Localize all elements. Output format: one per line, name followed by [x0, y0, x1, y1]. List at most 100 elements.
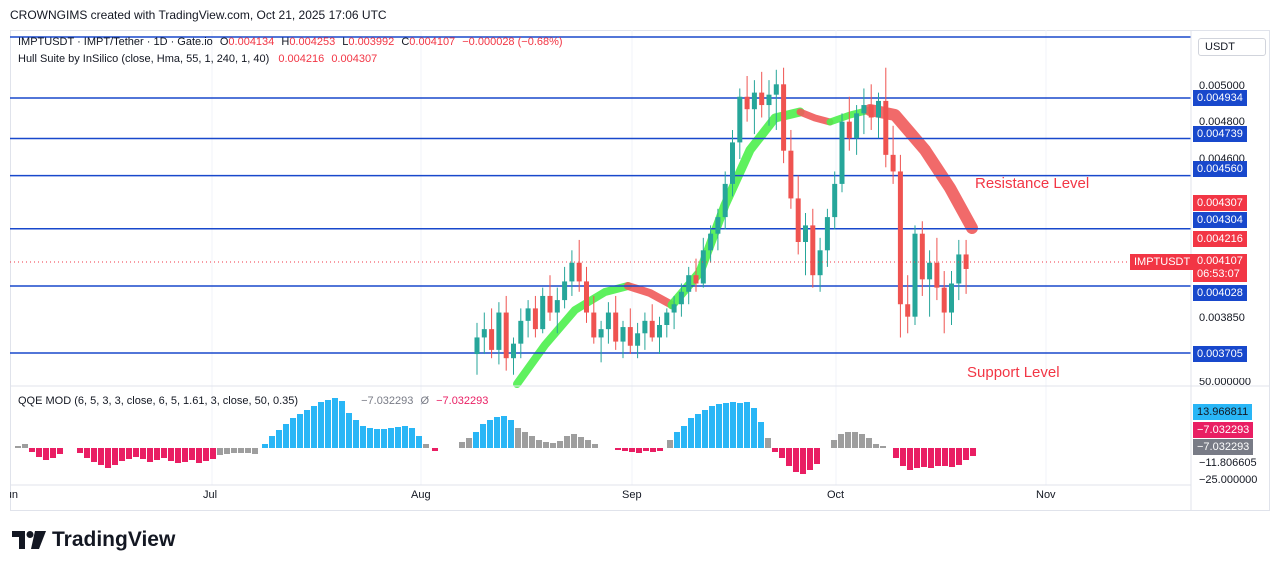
- open-value: 0.004134: [228, 36, 275, 48]
- low-value: 0.003992: [348, 36, 395, 48]
- qqe-bar-64: [501, 416, 507, 448]
- candle-body-42: [781, 84, 787, 151]
- currency-selector[interactable]: USDT: [1198, 38, 1266, 56]
- candle-body-6: [518, 320, 524, 344]
- candle-body-49: [832, 183, 838, 218]
- hull-title: Hull Suite by InSilico (close, Hma, 55, …: [18, 53, 270, 65]
- hull-band-2: [624, 282, 676, 309]
- candle-body-47: [817, 250, 823, 276]
- candle-body-25: [657, 324, 662, 338]
- qqe-bar-126: [970, 448, 976, 456]
- tradingview-logo[interactable]: TradingView: [12, 528, 175, 552]
- qqe-bar-40: [311, 406, 317, 448]
- candle-body-9: [540, 295, 546, 330]
- qqe-bar-37: [290, 418, 296, 448]
- qqe-bar-22: [182, 448, 188, 462]
- qqe-bar-121: [935, 448, 941, 466]
- qqe-bar-4: [43, 448, 49, 460]
- candle-body-7: [525, 308, 531, 321]
- qqe-bar-28: [224, 448, 230, 454]
- qqe-bar-0: [15, 446, 21, 448]
- candle-body-13: [569, 262, 575, 282]
- qqe-bar-39: [304, 410, 310, 448]
- qqe-bar-52: [395, 427, 401, 448]
- qqe-bar-79: [622, 448, 628, 451]
- qqe-bar-108: [838, 434, 844, 448]
- qqe-bar-58: [459, 442, 465, 448]
- qqe-bar-91: [709, 406, 715, 448]
- candle-body-59: [905, 304, 911, 317]
- qqe-bar-89: [695, 414, 701, 448]
- hull-value-2: 0.004307: [331, 53, 378, 65]
- qqe-bar-36: [283, 424, 289, 448]
- candle-body-21: [627, 327, 633, 346]
- qqe-bar-71: [550, 443, 556, 448]
- qqe-bar-81: [636, 448, 642, 453]
- candle-body-63: [934, 262, 940, 288]
- qqe-bar-110: [852, 432, 858, 448]
- qqe-bar-123: [949, 448, 955, 467]
- qqe-bar-17: [147, 448, 153, 462]
- qqe-bar-112: [866, 438, 872, 448]
- hull-band-1: [513, 282, 632, 388]
- qqe-bar-66: [515, 428, 521, 448]
- qqe-bar-15: [133, 448, 139, 457]
- symbol-legend: IMPTUSDT · IMPT/Tether · 1D · Gate.io O0…: [18, 36, 563, 48]
- candle-body-15: [584, 281, 589, 313]
- level-tag-4: 0.004028: [1193, 285, 1247, 301]
- qqe-bar-63: [494, 417, 500, 448]
- low-label: L: [342, 36, 349, 48]
- x-label-nov: Nov: [1036, 489, 1056, 501]
- candle-body-52: [854, 113, 860, 139]
- qqe-axis-label-4: −11.806605: [1199, 457, 1257, 469]
- candle-body-34: [722, 183, 728, 218]
- qqe-bar-43: [332, 398, 338, 448]
- candle-body-60: [912, 233, 918, 317]
- candle-body-2: [489, 329, 495, 350]
- qqe-bar-109: [845, 432, 851, 448]
- candle-body-37: [744, 96, 750, 110]
- qqe-bar-100: [772, 448, 778, 452]
- qqe-bar-74: [571, 434, 577, 448]
- level-tag-3: 0.004304: [1193, 212, 1247, 228]
- qqe-bar-30: [238, 448, 244, 453]
- qqe-bar-98: [758, 422, 764, 448]
- qqe-bar-73: [564, 436, 570, 448]
- qqe-bar-35: [276, 430, 282, 448]
- qqe-bar-83: [650, 448, 656, 452]
- level-tag-1: 0.004739: [1193, 126, 1247, 142]
- resistance-annotation: Resistance Level: [975, 175, 1090, 192]
- candle-body-11: [554, 300, 560, 313]
- qqe-bar-45: [346, 413, 352, 448]
- hull-tag-lower: 0.004216: [1193, 231, 1247, 247]
- candle-body-46: [810, 225, 816, 276]
- qqe-bar-33: [262, 444, 268, 448]
- qqe-bar-99: [765, 438, 771, 448]
- candle-body-30: [693, 275, 699, 284]
- qqe-bar-106: [814, 448, 820, 464]
- qqe-bar-94: [730, 402, 736, 448]
- qqe-bar-25: [203, 448, 209, 461]
- qqe-legend: QQE MOD (6, 5, 3, 3, close, 6, 5, 1.61, …: [18, 395, 488, 407]
- qqe-bar-2: [29, 448, 35, 452]
- qqe-title: QQE MOD (6, 5, 3, 3, close, 6, 5, 1.61, …: [18, 395, 299, 407]
- candle-body-48: [824, 217, 830, 251]
- brand-name: TradingView: [52, 528, 176, 551]
- qqe-bar-96: [744, 402, 750, 448]
- candle-body-18: [605, 312, 611, 330]
- qqe-bar-38: [297, 414, 303, 448]
- qqe-bar-78: [615, 448, 621, 450]
- candle-body-12: [562, 281, 568, 301]
- qqe-bar-69: [536, 440, 542, 448]
- candle-body-31: [700, 250, 706, 284]
- qqe-bar-60: [473, 432, 479, 448]
- candle-body-23: [642, 320, 648, 334]
- qqe-bar-125: [963, 448, 969, 460]
- hull-tag-upper: 0.004307: [1193, 195, 1247, 211]
- qqe-bar-48: [367, 428, 373, 448]
- x-label-sep: Sep: [622, 489, 642, 501]
- candle-body-41: [773, 84, 779, 95]
- axis-price-1: 0.004800: [1199, 116, 1245, 128]
- candle-body-17: [598, 329, 604, 338]
